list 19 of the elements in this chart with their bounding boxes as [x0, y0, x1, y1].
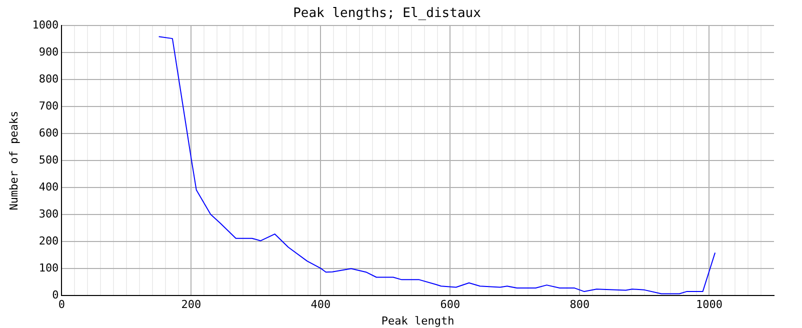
y-tick-label: 300 [38, 207, 59, 220]
y-tick-label: 600 [38, 126, 59, 140]
y-tick-label: 400 [38, 180, 59, 194]
x-tick-label: 200 [181, 298, 202, 312]
x-axis-title: Peak length [381, 314, 454, 328]
y-tick-label: 0 [52, 288, 59, 302]
chart-title: Peak lengths; El_distaux [293, 6, 482, 22]
y-tick-label: 100 [38, 261, 59, 274]
x-tick-label: 1000 [696, 298, 722, 312]
x-tick-label: 400 [310, 298, 331, 312]
y-tick-label: 1000 [32, 18, 59, 32]
y-axis-title: Number of peaks [7, 110, 20, 210]
x-tick-label: 600 [440, 298, 460, 312]
y-tick-label: 900 [38, 45, 59, 58]
y-tick-label: 200 [38, 234, 59, 248]
y-tick-label: 500 [38, 153, 59, 166]
x-tick-label: 800 [570, 298, 590, 312]
y-tick-label: 800 [38, 72, 59, 86]
y-tick-label: 700 [38, 99, 59, 112]
